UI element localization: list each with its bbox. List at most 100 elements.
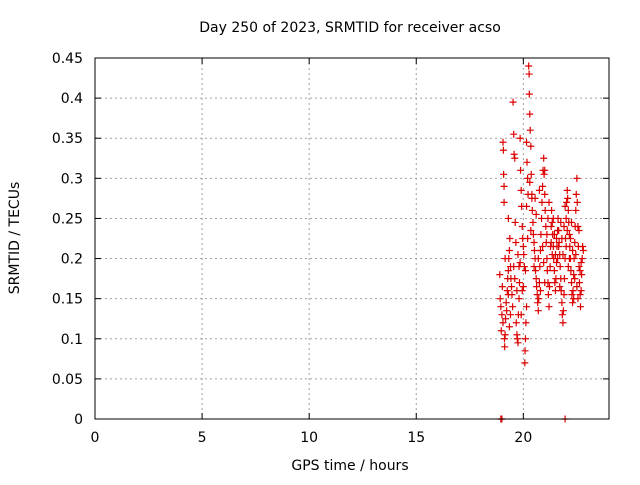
data-point (540, 170, 548, 178)
data-point (499, 146, 507, 154)
data-point (510, 263, 518, 271)
data-point (571, 239, 579, 247)
data-point (557, 287, 565, 295)
data-point (522, 319, 530, 327)
data-point (575, 263, 583, 271)
data-point (569, 299, 577, 307)
data-point (503, 307, 511, 315)
data-point (526, 178, 534, 186)
data-point (530, 263, 538, 271)
data-point (547, 222, 555, 230)
data-point (517, 166, 525, 174)
data-point (529, 230, 537, 238)
data-point (563, 198, 571, 206)
data-point (500, 182, 508, 190)
data-point (565, 255, 573, 263)
data-point (506, 235, 514, 242)
data-point (537, 230, 545, 238)
data-point (568, 218, 576, 226)
data-point (532, 267, 540, 275)
data-point (530, 247, 538, 255)
data-point (533, 291, 541, 299)
y-tick-label: 0.05 (52, 372, 83, 388)
data-point (521, 335, 529, 343)
data-point (519, 283, 527, 291)
data-point (513, 335, 521, 343)
data-point (505, 323, 513, 331)
data-point (550, 230, 558, 238)
data-point (501, 331, 509, 339)
data-point (572, 190, 580, 198)
data-point (541, 279, 549, 287)
data-point (543, 267, 551, 275)
data-point (524, 174, 532, 182)
data-point (577, 287, 585, 295)
axis-ticks (94, 57, 609, 420)
data-point (509, 303, 517, 311)
data-point (524, 235, 532, 242)
data-point (575, 226, 583, 234)
data-point (530, 239, 538, 247)
data-point (559, 251, 567, 259)
data-point (538, 198, 546, 206)
data-point (545, 283, 553, 291)
data-point (517, 186, 525, 194)
data-point (553, 235, 561, 242)
data-point (535, 186, 543, 194)
data-point (538, 214, 546, 222)
data-point (577, 303, 585, 311)
data-point (527, 170, 535, 178)
data-point (539, 243, 547, 251)
data-point (575, 279, 583, 287)
data-point (573, 198, 581, 206)
data-point (569, 247, 577, 255)
data-point (523, 158, 531, 166)
chart-title: Day 250 of 2023, SRMTID for receiver acs… (199, 20, 501, 36)
data-point (533, 283, 541, 291)
data-point (527, 226, 535, 234)
data-point (541, 166, 549, 174)
data-point (504, 291, 512, 299)
data-point (498, 311, 506, 319)
data-point (508, 283, 516, 291)
data-point (555, 226, 563, 234)
y-tick-label: 0 (74, 412, 83, 428)
data-point (500, 170, 508, 178)
data-point (569, 287, 577, 295)
data-point (518, 287, 526, 295)
data-point (527, 142, 535, 150)
data-point (500, 335, 508, 343)
data-point (565, 230, 573, 238)
data-point (511, 218, 519, 226)
data-point (561, 202, 569, 210)
data-point (515, 279, 523, 287)
data-point (547, 239, 555, 247)
data-point (576, 267, 584, 275)
data-point (554, 255, 562, 263)
data-point (559, 307, 567, 315)
data-point (534, 307, 542, 315)
data-point (550, 267, 558, 275)
y-tick-label: 0.15 (52, 292, 83, 308)
data-point (579, 247, 587, 255)
data-point (540, 154, 548, 162)
data-point (545, 198, 553, 206)
data-point (564, 263, 572, 271)
data-point (556, 263, 564, 271)
data-point (574, 295, 582, 303)
data-point (523, 303, 531, 311)
data-point (529, 218, 537, 226)
data-point (525, 62, 533, 70)
x-axis-label: GPS time / hours (291, 458, 408, 474)
data-point (577, 259, 585, 267)
data-point (504, 214, 512, 222)
y-tick-label: 0.2 (61, 252, 83, 268)
data-point (568, 279, 576, 287)
data-point (562, 214, 570, 222)
tick-labels: 0 0.05 0.1 0.15 0.2 0.25 0.3 0.35 0.4 0.45 0 5 10 15 2… (52, 51, 532, 446)
data-point (572, 206, 580, 214)
data-point (502, 299, 510, 307)
data-point (503, 287, 511, 295)
data-point (510, 130, 518, 138)
data-point (543, 255, 551, 263)
